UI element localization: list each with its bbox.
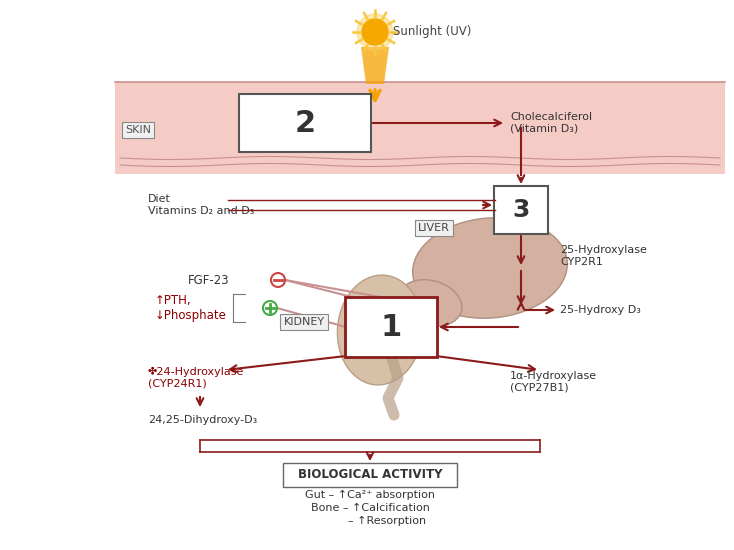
Text: LIVER: LIVER — [418, 223, 450, 233]
Circle shape — [362, 19, 388, 45]
FancyBboxPatch shape — [283, 463, 457, 487]
Ellipse shape — [385, 302, 420, 358]
Text: FGF-23: FGF-23 — [188, 273, 230, 287]
Circle shape — [271, 273, 285, 287]
Text: 1: 1 — [380, 312, 401, 342]
Text: 24,25-Dihydroxy-D₃: 24,25-Dihydroxy-D₃ — [148, 415, 257, 425]
FancyBboxPatch shape — [239, 94, 371, 152]
Text: 2: 2 — [294, 108, 316, 138]
FancyBboxPatch shape — [345, 297, 437, 357]
Text: ✤24-Hydroxylase
(CYP24R1): ✤24-Hydroxylase (CYP24R1) — [148, 367, 244, 389]
Text: 1α-Hydroxylase
(CYP27B1): 1α-Hydroxylase (CYP27B1) — [510, 371, 597, 393]
FancyBboxPatch shape — [494, 186, 548, 234]
Text: SKIN: SKIN — [125, 125, 151, 135]
Text: KIDNEY: KIDNEY — [283, 317, 324, 327]
Text: 25-Hydroxy D₃: 25-Hydroxy D₃ — [560, 305, 641, 315]
Text: ↑PTH,
↓Phosphate: ↑PTH, ↓Phosphate — [155, 294, 227, 322]
Text: Diet
Vitamins D₂ and D₃: Diet Vitamins D₂ and D₃ — [148, 194, 255, 216]
Ellipse shape — [398, 280, 462, 326]
Circle shape — [263, 301, 277, 315]
Text: Cholecalciferol
(Vitamin D₃): Cholecalciferol (Vitamin D₃) — [510, 112, 592, 134]
Text: Gut – ↑Ca²⁺ absorption: Gut – ↑Ca²⁺ absorption — [305, 490, 435, 500]
Text: 25-Hydroxylase
CYP2R1: 25-Hydroxylase CYP2R1 — [560, 245, 647, 267]
Text: BIOLOGICAL ACTIVITY: BIOLOGICAL ACTIVITY — [298, 469, 443, 481]
Text: – ↑Resorption: – ↑Resorption — [313, 516, 426, 526]
Ellipse shape — [338, 275, 423, 385]
Text: 3: 3 — [512, 198, 530, 222]
Circle shape — [357, 14, 393, 50]
Text: Bone – ↑Calcification: Bone – ↑Calcification — [310, 503, 429, 513]
Polygon shape — [361, 47, 389, 84]
Text: Sunlight (UV): Sunlight (UV) — [393, 25, 471, 39]
Ellipse shape — [413, 218, 567, 318]
FancyBboxPatch shape — [115, 82, 725, 174]
